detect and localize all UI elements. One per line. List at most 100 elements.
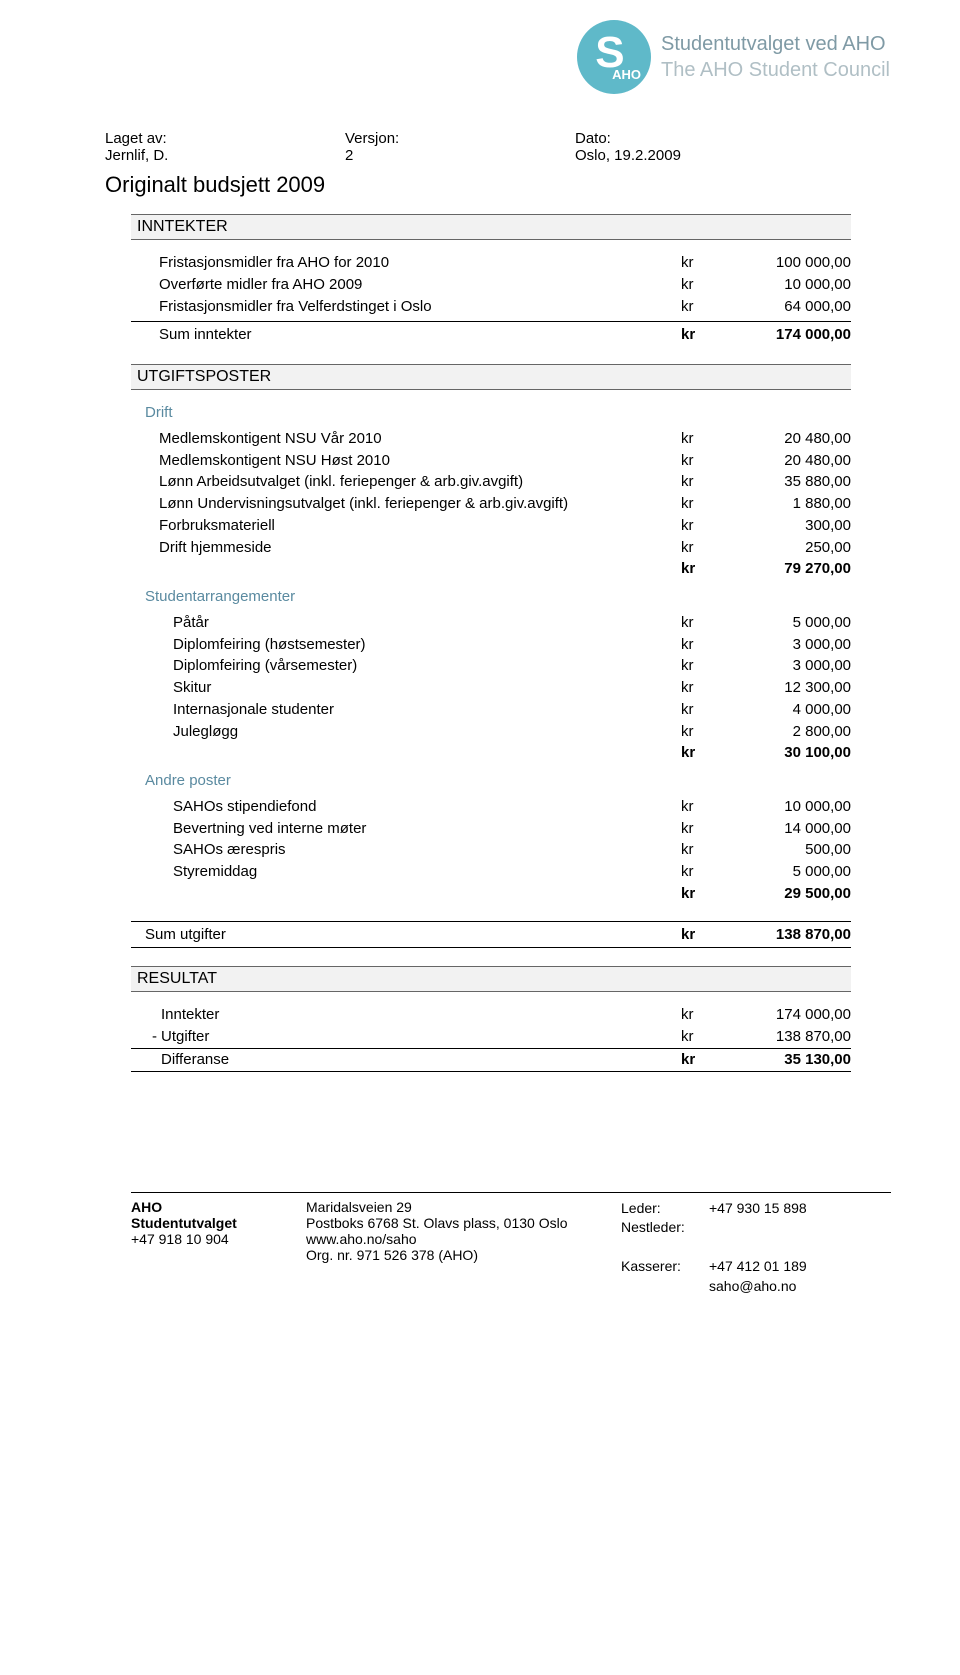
line-item-currency: kr <box>681 428 721 450</box>
logo-circle: S AHO <box>577 20 651 94</box>
footer-email-label <box>621 1277 709 1297</box>
logo-aho-text: AHO <box>612 67 641 82</box>
subsection-drift: Drift <box>131 402 851 424</box>
line-item: Lønn Arbeidsutvalget (inkl. feriepenger … <box>131 471 851 493</box>
result-diff-amt: 35 130,00 <box>721 1049 851 1071</box>
footer-web: www.aho.no/saho <box>306 1231 621 1247</box>
footer-orgnr: Org. nr. 971 526 378 (AHO) <box>306 1247 621 1263</box>
line-item-amount: 4 000,00 <box>721 699 851 721</box>
footer-addr-2: Postboks 6768 St. Olavs plass, 0130 Oslo <box>306 1215 621 1231</box>
result-label: Inntekter <box>157 1004 681 1026</box>
result-row: -Utgifterkr138 870,00 <box>131 1026 851 1048</box>
sum-inntekter-cur: kr <box>681 324 721 346</box>
meta-value-author: Jernlif, D. <box>105 147 345 164</box>
line-item-amount: 5 000,00 <box>721 612 851 634</box>
document-title: Originalt budsjett 2009 <box>105 172 890 198</box>
line-item-label: SAHOs ærespris <box>131 839 681 861</box>
line-item-amount: 20 480,00 <box>721 428 851 450</box>
line-item: SAHOs stipendiefondkr10 000,00 <box>131 796 851 818</box>
line-item-currency: kr <box>681 537 721 559</box>
section-header-utgifter: UTGIFTSPOSTER <box>131 364 851 390</box>
sum-utgifter-amt: 138 870,00 <box>721 924 851 946</box>
line-item-amount: 12 300,00 <box>721 677 851 699</box>
line-item-amount: 300,00 <box>721 515 851 537</box>
line-item-currency: kr <box>681 677 721 699</box>
line-item-currency: kr <box>681 655 721 677</box>
line-item-label: Fristasjonsmidler fra Velferdstinget i O… <box>131 296 681 318</box>
line-item-label: Lønn Undervisningsutvalget (inkl. feriep… <box>131 493 681 515</box>
logo-title-no: Studentutvalget ved AHO <box>661 31 890 57</box>
result-prefix <box>141 1004 157 1026</box>
student-subtotal-amt: 30 100,00 <box>721 742 851 764</box>
footer-addr-1: Maridalsveien 29 <box>306 1199 621 1215</box>
line-item-currency: kr <box>681 493 721 515</box>
line-item-currency: kr <box>681 612 721 634</box>
sum-utgifter-label: Sum utgifter <box>131 924 681 946</box>
line-item-label: Drift hjemmeside <box>131 537 681 559</box>
meta-header-version: Versjon: <box>345 130 575 147</box>
line-item-label: Medlemskontigent NSU Høst 2010 <box>131 450 681 472</box>
line-item-amount: 10 000,00 <box>721 796 851 818</box>
meta-block: Laget av: Versjon: Dato: Jernlif, D. 2 O… <box>105 130 890 164</box>
line-item-label: Skitur <box>131 677 681 699</box>
meta-value-date: Oslo, 19.2.2009 <box>575 147 775 164</box>
footer-leder-label: Leder: <box>621 1199 709 1219</box>
andre-subtotal-amt: 29 500,00 <box>721 883 851 905</box>
footer: AHO Studentutvalget +47 918 10 904 Marid… <box>131 1192 891 1297</box>
sum-inntekter-label: Sum inntekter <box>131 324 681 346</box>
line-item-currency: kr <box>681 252 721 274</box>
meta-header-date: Dato: <box>575 130 775 147</box>
line-item-currency: kr <box>681 796 721 818</box>
line-item-label: Fristasjonsmidler fra AHO for 2010 <box>131 252 681 274</box>
line-item-currency: kr <box>681 634 721 656</box>
line-item: Fristasjonsmidler fra AHO for 2010kr100 … <box>131 252 851 274</box>
line-item-label: Overførte midler fra AHO 2009 <box>131 274 681 296</box>
footer-nestleder-label: Nestleder: <box>621 1218 709 1238</box>
line-item: Medlemskontigent NSU Høst 2010kr20 480,0… <box>131 450 851 472</box>
line-item-currency: kr <box>681 699 721 721</box>
logo-title-en: The AHO Student Council <box>661 57 890 83</box>
line-item-amount: 500,00 <box>721 839 851 861</box>
line-item-amount: 35 880,00 <box>721 471 851 493</box>
line-item-amount: 250,00 <box>721 537 851 559</box>
line-item: Skiturkr12 300,00 <box>131 677 851 699</box>
line-item-currency: kr <box>681 515 721 537</box>
line-item-label: Styremiddag <box>131 861 681 883</box>
line-item: Internasjonale studenterkr4 000,00 <box>131 699 851 721</box>
line-item-label: Julegløgg <box>131 721 681 743</box>
line-item: Lønn Undervisningsutvalget (inkl. feriep… <box>131 493 851 515</box>
sum-utgifter-cur: kr <box>681 924 721 946</box>
line-item-amount: 1 880,00 <box>721 493 851 515</box>
footer-leder-phone: +47 930 15 898 <box>709 1199 807 1219</box>
footer-kasserer-phone: +47 412 01 189 <box>709 1257 807 1277</box>
line-item-amount: 5 000,00 <box>721 861 851 883</box>
meta-value-version: 2 <box>345 147 575 164</box>
line-item-label: Diplomfeiring (høstsemester) <box>131 634 681 656</box>
line-item-currency: kr <box>681 721 721 743</box>
result-prefix: - <box>141 1026 157 1048</box>
footer-blank-label <box>621 1238 709 1258</box>
result-row: Inntekterkr174 000,00 <box>131 1004 851 1026</box>
andre-subtotal-cur: kr <box>681 883 721 905</box>
subsection-andre: Andre poster <box>131 770 851 792</box>
line-item-currency: kr <box>681 274 721 296</box>
drift-subtotal-cur: kr <box>681 558 721 580</box>
line-item: Fristasjonsmidler fra Velferdstinget i O… <box>131 296 851 318</box>
result-amount: 138 870,00 <box>721 1026 851 1048</box>
footer-kasserer-label: Kasserer: <box>621 1257 709 1277</box>
line-item-amount: 100 000,00 <box>721 252 851 274</box>
result-amount: 174 000,00 <box>721 1004 851 1026</box>
line-item-amount: 20 480,00 <box>721 450 851 472</box>
line-item-currency: kr <box>681 818 721 840</box>
line-item-currency: kr <box>681 471 721 493</box>
line-item-amount: 3 000,00 <box>721 634 851 656</box>
line-item-label: Lønn Arbeidsutvalget (inkl. feriepenger … <box>131 471 681 493</box>
line-item-currency: kr <box>681 861 721 883</box>
line-item-currency: kr <box>681 839 721 861</box>
line-item-label: Bevertning ved interne møter <box>131 818 681 840</box>
student-subtotal-cur: kr <box>681 742 721 764</box>
line-item-amount: 3 000,00 <box>721 655 851 677</box>
line-item: Påtårkr5 000,00 <box>131 612 851 634</box>
sum-inntekter-amt: 174 000,00 <box>721 324 851 346</box>
footer-email: saho@aho.no <box>709 1277 796 1297</box>
